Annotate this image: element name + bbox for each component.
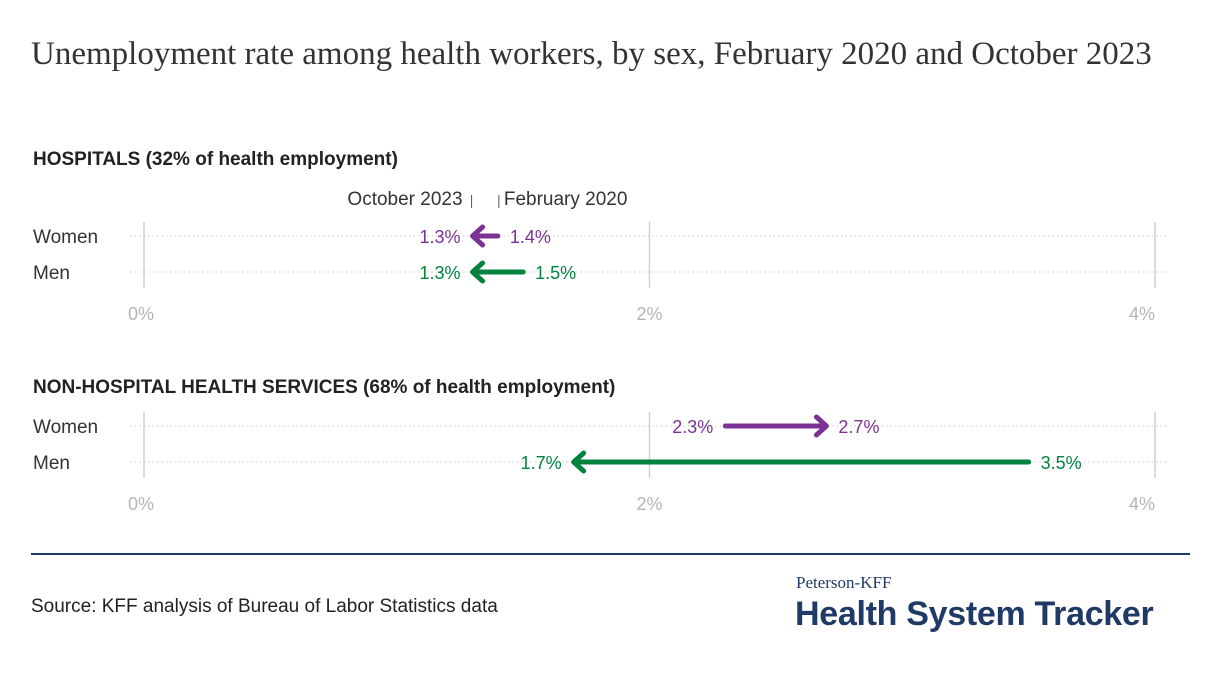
value-label-end: 1.7% bbox=[521, 453, 562, 473]
row-label-women: Women bbox=[33, 227, 98, 248]
panel-title-non-hospital: NON-HOSPITAL HEALTH SERVICES (68% of hea… bbox=[33, 377, 616, 398]
x-tick-label: 4% bbox=[1129, 494, 1155, 514]
value-label-end: 1.3% bbox=[420, 227, 461, 247]
row-label-women: Women bbox=[33, 417, 98, 438]
x-tick-label: 4% bbox=[1129, 304, 1155, 324]
arrow-men bbox=[470, 260, 526, 284]
footer-rule bbox=[31, 553, 1190, 555]
arrow-head bbox=[470, 260, 486, 284]
value-label-end: 1.3% bbox=[420, 263, 461, 283]
source-note: Source: KFF analysis of Bureau of Labor … bbox=[31, 596, 498, 617]
arrow-women bbox=[470, 224, 501, 248]
arrow-head bbox=[571, 450, 587, 474]
annotation-end-label: October 2023 bbox=[347, 189, 462, 210]
row-label-men: Men bbox=[33, 263, 70, 284]
brand-top-line: Peterson-KFF bbox=[796, 573, 892, 592]
arrow-men bbox=[571, 450, 1032, 474]
value-label-start: 1.5% bbox=[535, 263, 576, 283]
chart-title: Unemployment rate among health workers, … bbox=[31, 36, 1152, 72]
row-label-men: Men bbox=[33, 453, 70, 474]
value-label-end: 2.7% bbox=[838, 417, 879, 437]
x-tick-label: 0% bbox=[128, 494, 154, 514]
x-tick-label: 0% bbox=[128, 304, 154, 324]
x-tick-label: 2% bbox=[636, 304, 662, 324]
value-label-start: 1.4% bbox=[510, 227, 551, 247]
value-label-start: 2.3% bbox=[672, 417, 713, 437]
brand-logo: Health System Tracker bbox=[795, 595, 1154, 633]
value-label-start: 3.5% bbox=[1041, 453, 1082, 473]
plot-non-hospital: 0% 2% 4% Women Men 2.3% 2.7% 3.5% 1.7% bbox=[33, 412, 1168, 514]
arrow-women bbox=[722, 414, 829, 438]
x-tick-label: 2% bbox=[636, 494, 662, 514]
plot-hospitals: 0% 2% 4% Women Men 1.4% 1.3% 1.5% 1.3% October 20… bbox=[33, 189, 1168, 324]
arrow-head bbox=[813, 414, 829, 438]
annotation-start-label: February 2020 bbox=[504, 189, 628, 210]
arrow-head bbox=[470, 224, 486, 248]
panel-title-hospitals: HOSPITALS (32% of health employment) bbox=[33, 149, 398, 170]
